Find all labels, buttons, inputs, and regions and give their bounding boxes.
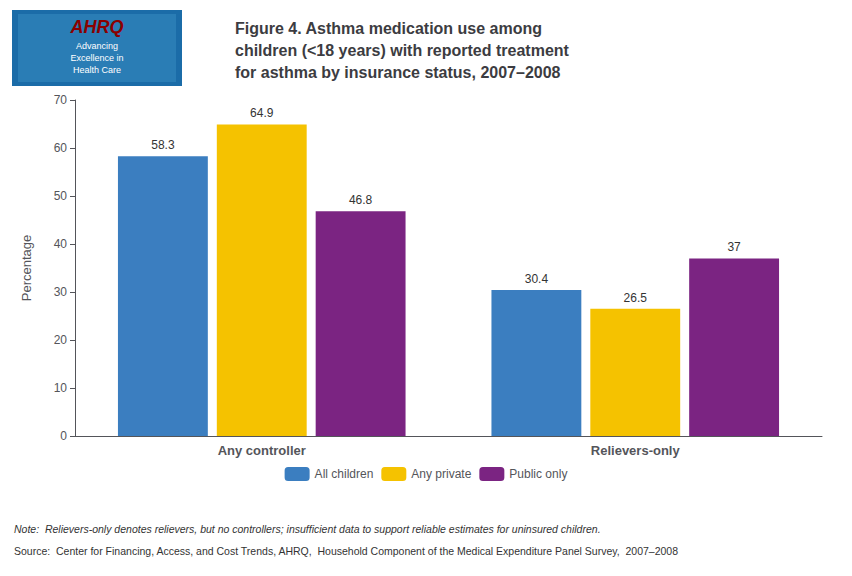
svg-text:Percentage: Percentage (19, 235, 34, 302)
svg-text:children (<18 years) with repo: children (<18 years) with reported treat… (235, 42, 570, 59)
svg-text:70: 70 (54, 93, 68, 107)
svg-text:Any private: Any private (411, 467, 471, 481)
svg-text:10: 10 (54, 381, 68, 395)
svg-text:26.5: 26.5 (624, 291, 648, 305)
svg-text:Public only: Public only (509, 467, 567, 481)
svg-text:for asthma by insurance status: for asthma by insurance status, 2007–200… (235, 64, 561, 81)
svg-text:All children: All children (315, 467, 374, 481)
svg-text:Source: Center for Financing,: Source: Center for Financing, Access, an… (14, 545, 678, 557)
svg-text:58.3: 58.3 (151, 138, 175, 152)
svg-text:Excellence in: Excellence in (70, 53, 123, 63)
svg-text:46.8: 46.8 (349, 193, 373, 207)
svg-text:Note: Relievers-only denotes: Note: Relievers-only denotes relievers, … (14, 523, 601, 535)
svg-text:50: 50 (54, 189, 68, 203)
svg-text:40: 40 (54, 237, 68, 251)
svg-text:64.9: 64.9 (250, 106, 274, 120)
svg-text:Figure 4. Asthma medication us: Figure 4. Asthma medication use among (235, 20, 542, 37)
svg-text:20: 20 (54, 333, 68, 347)
svg-text:37: 37 (727, 240, 741, 254)
svg-text:60: 60 (54, 141, 68, 155)
svg-text:Any controller: Any controller (218, 443, 306, 458)
svg-text:0: 0 (60, 429, 67, 443)
svg-text:30: 30 (54, 285, 68, 299)
svg-text:30.4: 30.4 (525, 272, 549, 286)
svg-text:Relievers-only: Relievers-only (591, 443, 681, 458)
svg-text:AHRQ: AHRQ (70, 17, 124, 37)
svg-text:Health Care: Health Care (73, 65, 121, 75)
svg-text:Advancing: Advancing (76, 41, 118, 51)
